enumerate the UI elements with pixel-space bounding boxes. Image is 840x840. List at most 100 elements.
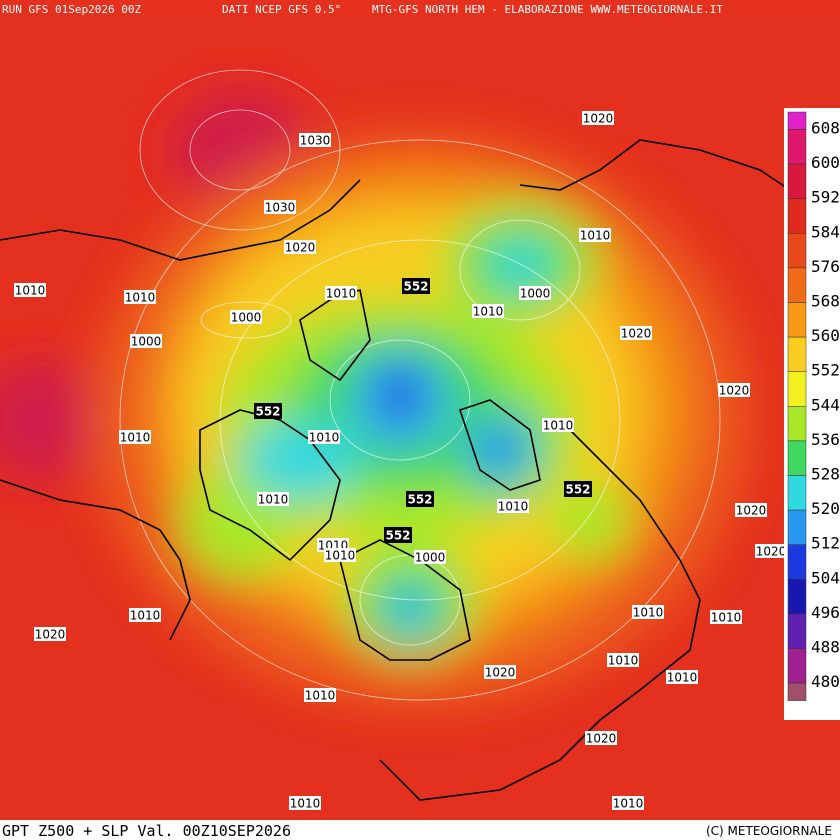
z500-label-box [254, 403, 282, 419]
z500-label: 552 [403, 280, 428, 294]
slp-label-box [579, 228, 611, 242]
slp-label: 1030 [300, 134, 331, 148]
slp-label-box [308, 430, 340, 444]
colorbar: 608 600 592 584 576 568 560 552 544 536 528 520 512 5… [784, 108, 840, 720]
slp-label: 1010 [613, 797, 644, 811]
colorbar-swatch [787, 163, 807, 199]
colorbar-swatch [787, 111, 807, 130]
slp-label: 1020 [35, 628, 66, 642]
slp-label-box [710, 610, 742, 624]
z500-label-box [384, 527, 412, 543]
slp-label-box [129, 608, 161, 622]
slp-label: 1010 [325, 549, 356, 563]
slp-label-box [519, 286, 551, 300]
colorbar-swatch [787, 233, 807, 269]
slp-label-box [755, 544, 787, 558]
slp-label: 1020 [719, 384, 750, 398]
slp-label: 1010 [711, 611, 742, 625]
slp-label-box [257, 492, 289, 506]
slp-label: 1020 [736, 504, 767, 518]
colorbar-label: 536 [811, 430, 840, 449]
colorbar-swatch [787, 509, 807, 545]
z500-label: 552 [565, 483, 590, 497]
slp-label-box [124, 290, 156, 304]
slp-label: 1010 [633, 606, 664, 620]
z500-label: 552 [407, 493, 432, 507]
slp-label-box [119, 430, 151, 444]
slp-label: 1010 [130, 609, 161, 623]
slp-label: 1010 [543, 419, 574, 433]
colorbar-label: 560 [811, 326, 840, 345]
z500-label: 552 [255, 405, 280, 419]
slp-label: 1020 [485, 666, 516, 680]
slp-label: 1020 [285, 241, 316, 255]
colorbar-swatch [787, 302, 807, 338]
coastlines [0, 139, 791, 801]
slp-label: 1010 [258, 493, 289, 507]
slp-label-box [735, 503, 767, 517]
colorbar-swatch [787, 129, 807, 165]
slp-label: 1020 [583, 112, 614, 126]
colorbar-label: 576 [811, 257, 840, 276]
colorbar-swatch [787, 648, 807, 684]
colorbar-label: 552 [811, 361, 840, 380]
colorbar-label: 600 [811, 153, 840, 172]
header-band [0, 0, 840, 18]
slp-label-box [304, 688, 336, 702]
colorbar-label: 544 [811, 395, 840, 414]
slp-label: 1010 [580, 229, 611, 243]
slp-label: 1010 [309, 431, 340, 445]
slp-label: 1020 [756, 545, 787, 559]
colorbar-label: 568 [811, 292, 840, 311]
slp-label-box [130, 334, 162, 348]
colorbar-label: 480 [811, 672, 840, 691]
slp-label: 1010 [667, 671, 698, 685]
colorbar-label: 592 [811, 188, 840, 207]
colorbar-label: 608 [811, 119, 840, 138]
slp-label: 1020 [621, 327, 652, 341]
footer-copyright: (C) METEOGIORNALE [706, 824, 832, 838]
slp-label: 1010 [498, 500, 529, 514]
colorbar-swatch [787, 544, 807, 580]
colorbar-swatch [787, 682, 807, 701]
z500-label-box [406, 491, 434, 507]
slp-label: 1010 [608, 654, 639, 668]
slp-label-box [620, 326, 652, 340]
slp-label: 1020 [586, 732, 617, 746]
colorbar-swatch [787, 267, 807, 303]
colorbar-swatch [787, 440, 807, 476]
colorbar-swatch [787, 198, 807, 234]
slp-label: 1030 [265, 201, 296, 215]
slp-label: 1010 [125, 291, 156, 305]
slp-label-box [472, 304, 504, 318]
slp-label-box [666, 670, 698, 684]
colorbar-label: 512 [811, 534, 840, 553]
colorbar-swatch [787, 406, 807, 442]
slp-label-box [585, 731, 617, 745]
footer-product: GPT Z500 + SLP Val. 00Z10SEP2026 [2, 822, 291, 840]
footer-band [0, 820, 840, 840]
z500-label-box [402, 278, 430, 294]
slp-label-box [607, 653, 639, 667]
slp-label: 1000 [415, 551, 446, 565]
colorbar-label: 520 [811, 499, 840, 518]
slp-label: 1010 [473, 305, 504, 319]
slp-label: 1010 [305, 689, 336, 703]
colorbar-label: 488 [811, 638, 840, 657]
header-source: DATI NCEP GFS 0.5° [222, 3, 341, 16]
slp-label-box [612, 796, 644, 810]
slp-label: 1010 [120, 431, 151, 445]
colorbar-swatch [787, 613, 807, 649]
slp-label-box [14, 283, 46, 297]
slp-label: 1010 [290, 797, 321, 811]
colorbar-swatch [787, 371, 807, 407]
slp-label-box [325, 286, 357, 300]
colorbar-swatch [787, 475, 807, 511]
colorbar-label: 504 [811, 568, 840, 587]
header-run: RUN GFS 01Sep2026 00Z [2, 3, 141, 16]
header-title: MTG-GFS NORTH HEM - ELABORAZIONE WWW.MET… [372, 3, 723, 16]
slp-label-box [34, 627, 66, 641]
slp-label-box [299, 133, 331, 147]
colorbar-label: 528 [811, 465, 840, 484]
